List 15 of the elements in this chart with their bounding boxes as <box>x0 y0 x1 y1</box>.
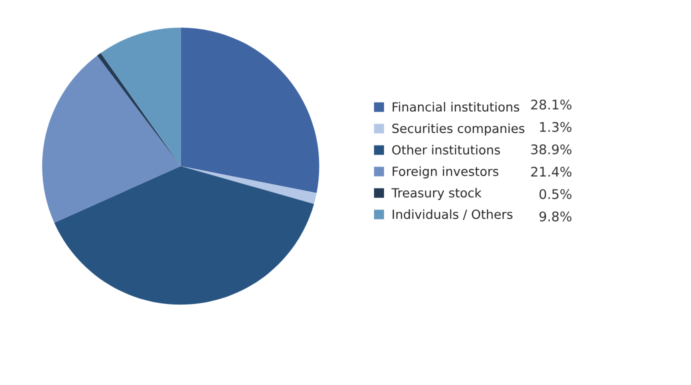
data-label: 28.1% <box>531 100 572 110</box>
legend-label: Securities companies <box>392 123 524 136</box>
pie-slice <box>54 166 314 305</box>
legend-label: Other institutions <box>392 144 500 155</box>
legend-label: Treasury stock <box>391 188 482 200</box>
pie-slice <box>180 28 320 193</box>
data-label: 0.5% <box>540 189 572 200</box>
data-label: 9.8% <box>539 211 572 222</box>
legend-label: Foreign investors <box>392 166 498 178</box>
data-label: 38.9% <box>531 144 572 154</box>
legend-label: Individuals / Others <box>392 209 512 220</box>
data-label: 21.4% <box>531 166 572 177</box>
legend-label: Financial institutions <box>392 102 520 112</box>
data-label: 1.3% <box>540 122 572 132</box>
pie-slice <box>180 166 317 204</box>
